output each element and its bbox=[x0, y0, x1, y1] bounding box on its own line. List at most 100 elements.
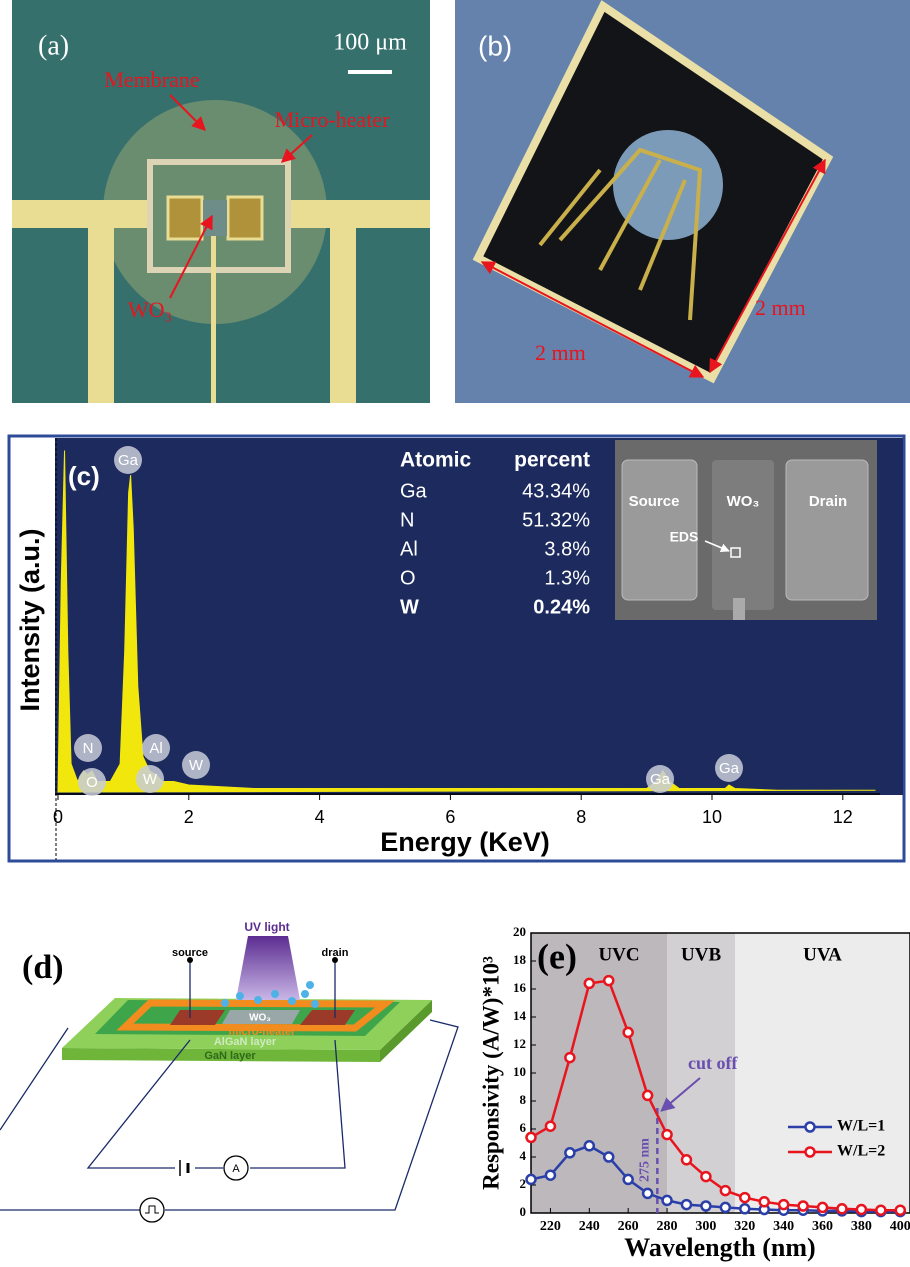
ammeter bbox=[223, 1155, 249, 1181]
peak-label: W bbox=[189, 757, 204, 774]
dim-label: 2 mm bbox=[755, 295, 806, 320]
series-point bbox=[700, 1200, 712, 1212]
legend-label: W/L=2 bbox=[837, 1143, 885, 1160]
label: Membrane bbox=[104, 67, 199, 92]
terminal bbox=[332, 957, 338, 963]
wo3-film bbox=[222, 1010, 300, 1024]
heater bbox=[116, 999, 395, 1032]
table-header: Atomic bbox=[400, 449, 471, 472]
series-point bbox=[583, 977, 596, 990]
y-tick-label: 8 bbox=[520, 1092, 527, 1107]
pulse bbox=[145, 1205, 159, 1214]
label: drain bbox=[322, 947, 349, 959]
y-tick-label: 20 bbox=[513, 924, 526, 939]
x-tick-label: 380 bbox=[851, 1219, 872, 1234]
series-point bbox=[875, 1204, 887, 1216]
panel-b: (b) 2 mm 2 mm bbox=[455, 0, 910, 403]
series-point bbox=[564, 1051, 576, 1064]
y-tick-label: 2 bbox=[520, 1176, 527, 1191]
label: A bbox=[232, 1163, 240, 1175]
region-label: UVC bbox=[598, 944, 639, 965]
arrow bbox=[169, 94, 206, 131]
x-tick-label: 320 bbox=[734, 1219, 755, 1234]
series-point bbox=[602, 1151, 615, 1163]
label: WO₃ bbox=[128, 297, 172, 322]
series-point bbox=[719, 1201, 732, 1214]
label: AlGaN layer bbox=[214, 1036, 277, 1048]
panel-a: (a) 100 μm Membrane Micro-heater WO₃ bbox=[12, 0, 430, 403]
peak-badge bbox=[78, 768, 106, 796]
peak-badge bbox=[142, 734, 170, 762]
y-tick-label: 4 bbox=[520, 1148, 527, 1163]
region bbox=[667, 933, 736, 1213]
series-point bbox=[797, 1200, 809, 1212]
pulse-source bbox=[139, 1197, 165, 1223]
series-point bbox=[641, 1187, 654, 1200]
inset-pad bbox=[621, 459, 698, 601]
table-cell: O bbox=[400, 567, 416, 589]
arrow bbox=[169, 214, 213, 299]
pad bbox=[170, 1010, 225, 1025]
peak-label: W bbox=[143, 771, 158, 788]
series-point bbox=[525, 1131, 537, 1144]
trace bbox=[88, 214, 114, 403]
series-point bbox=[544, 1169, 557, 1181]
x-axis-label: Energy (KeV) bbox=[380, 827, 550, 857]
series-point bbox=[719, 1184, 732, 1197]
wires bbox=[0, 962, 459, 1211]
series-point bbox=[641, 1089, 654, 1102]
arrow bbox=[480, 261, 705, 378]
series-point bbox=[739, 1203, 751, 1215]
y-axis-label: Intensity (a.u.) bbox=[15, 528, 45, 711]
scale-label: 100 μm bbox=[333, 30, 407, 56]
series-point bbox=[544, 1120, 557, 1132]
panel-label: (a) bbox=[38, 30, 69, 61]
series-point bbox=[680, 1154, 693, 1166]
x-tick-label: 220 bbox=[540, 1219, 561, 1234]
label: source bbox=[172, 947, 208, 959]
series-point bbox=[622, 1173, 634, 1186]
panel-label: (b) bbox=[478, 30, 512, 61]
region-label: UVA bbox=[803, 944, 842, 965]
series-point bbox=[816, 1201, 829, 1214]
series-point bbox=[777, 1198, 790, 1211]
table-cell: 43.34% bbox=[522, 480, 590, 502]
series-point bbox=[525, 1173, 537, 1186]
arrow bbox=[280, 134, 313, 163]
inset-pad bbox=[785, 459, 869, 601]
panel-label: (e) bbox=[537, 936, 577, 976]
x-tick-label: 260 bbox=[618, 1219, 639, 1234]
x-tick-label: 0 bbox=[53, 807, 63, 827]
cutoff-label: 275 nm bbox=[638, 1138, 653, 1182]
y-tick-label: 10 bbox=[513, 1064, 526, 1079]
peak-badge bbox=[182, 751, 210, 779]
arrow bbox=[709, 158, 826, 374]
legend-marker bbox=[804, 1121, 816, 1133]
y-tick-label: 18 bbox=[513, 952, 527, 967]
series-point bbox=[758, 1196, 770, 1208]
table-header: percent bbox=[514, 449, 590, 472]
peak-badge bbox=[646, 765, 674, 793]
inset-label: Source bbox=[629, 493, 680, 510]
x-tick-label: 12 bbox=[833, 807, 853, 827]
series-point bbox=[894, 1204, 907, 1216]
label: GaN layer bbox=[204, 1050, 256, 1062]
x-tick-label: 360 bbox=[812, 1219, 833, 1234]
gan-side bbox=[380, 1000, 432, 1062]
inset-label: EDS bbox=[670, 529, 699, 545]
terminal bbox=[187, 957, 193, 963]
table-cell: 1.3% bbox=[544, 567, 590, 589]
arrow bbox=[704, 540, 730, 553]
trace bbox=[211, 236, 216, 403]
panel-c bbox=[7, 434, 906, 863]
eds-box bbox=[730, 547, 741, 558]
region bbox=[531, 933, 668, 1213]
y-tick-label: 6 bbox=[520, 1120, 527, 1135]
legend-label: W/L=1 bbox=[837, 1118, 885, 1135]
y-tick-label: 0 bbox=[520, 1204, 527, 1219]
uv-beam bbox=[236, 936, 300, 1000]
series-point bbox=[583, 1140, 596, 1152]
traces bbox=[538, 147, 703, 321]
series-point bbox=[855, 1203, 868, 1216]
series-point bbox=[602, 974, 615, 987]
